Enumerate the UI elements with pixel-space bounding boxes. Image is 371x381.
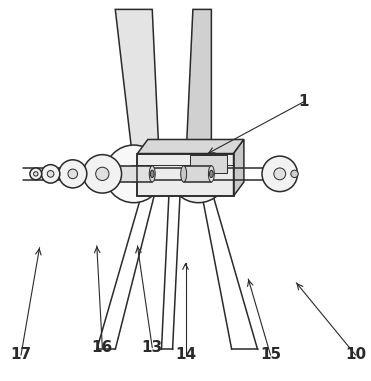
Polygon shape — [190, 155, 227, 173]
Circle shape — [96, 167, 109, 181]
Circle shape — [274, 168, 286, 180]
Circle shape — [126, 166, 142, 182]
Circle shape — [47, 171, 54, 177]
Circle shape — [59, 160, 87, 188]
Text: 14: 14 — [175, 347, 196, 362]
Circle shape — [34, 172, 38, 176]
Circle shape — [83, 155, 122, 193]
Text: 17: 17 — [10, 347, 32, 362]
Circle shape — [170, 145, 227, 203]
Ellipse shape — [181, 166, 187, 182]
Text: 10: 10 — [345, 347, 366, 362]
Polygon shape — [137, 154, 234, 196]
Ellipse shape — [209, 166, 214, 182]
Polygon shape — [186, 10, 211, 168]
Ellipse shape — [149, 166, 155, 182]
Circle shape — [190, 166, 207, 182]
Polygon shape — [137, 139, 244, 154]
Circle shape — [30, 168, 42, 180]
Circle shape — [262, 156, 298, 192]
Ellipse shape — [210, 170, 213, 178]
Polygon shape — [184, 166, 211, 182]
Text: 16: 16 — [92, 340, 113, 355]
Circle shape — [105, 145, 162, 203]
Polygon shape — [234, 139, 244, 196]
Polygon shape — [117, 166, 152, 182]
Polygon shape — [115, 10, 160, 168]
Circle shape — [291, 170, 298, 178]
Text: 1: 1 — [299, 94, 309, 109]
Text: 13: 13 — [142, 340, 163, 355]
Circle shape — [41, 165, 60, 183]
Ellipse shape — [114, 166, 120, 182]
Ellipse shape — [150, 170, 154, 178]
Text: 15: 15 — [260, 347, 281, 362]
Circle shape — [68, 169, 78, 179]
